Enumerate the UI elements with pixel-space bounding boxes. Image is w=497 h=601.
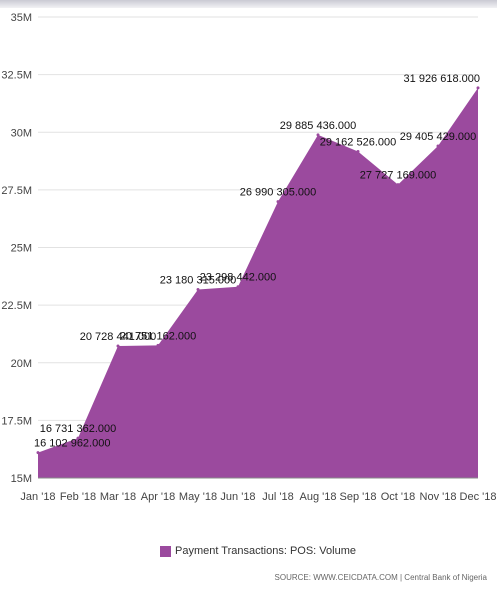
x-tick-label: Oct '18: [381, 491, 416, 503]
area-series: [38, 87, 478, 478]
x-tick-label: Mar '18: [100, 491, 136, 503]
y-tick-label: 15M: [11, 473, 32, 485]
data-label: 29 405 429.000: [400, 131, 476, 143]
x-tick-label: Nov '18: [420, 491, 457, 503]
y-tick-label: 25M: [11, 243, 32, 255]
y-tick-label: 17.5M: [1, 415, 32, 427]
data-label: 16 731 362.000: [40, 423, 116, 435]
x-tick-label: Jan '18: [20, 491, 55, 503]
data-point: [276, 200, 280, 204]
data-label: 23 180 315.000: [160, 274, 236, 286]
data-label: 16 102 962.000: [34, 438, 110, 450]
data-label: 26 990 305.000: [240, 187, 316, 199]
data-point: [436, 144, 440, 148]
data-label: 29 162 526.000: [320, 137, 396, 149]
data-point: [76, 436, 80, 440]
y-tick-label: 22.5M: [1, 300, 32, 312]
data-point: [316, 133, 320, 137]
data-point: [196, 287, 200, 291]
data-point: [476, 86, 480, 90]
y-tick-label: 27.5M: [1, 185, 32, 197]
x-tick-label: Dec '18: [460, 491, 497, 503]
source-note: SOURCE: WWW.CEICDATA.COM | Central Bank …: [274, 573, 487, 582]
x-tick-label: Feb '18: [60, 491, 96, 503]
top-band: [0, 0, 497, 8]
x-tick-label: Jul '18: [262, 491, 293, 503]
data-label: 27 727 169.000: [360, 170, 436, 182]
data-label: 20 751 162.000: [120, 330, 196, 342]
data-label: 20 728 441.000: [80, 331, 156, 343]
y-tick-label: 20M: [11, 358, 32, 370]
y-tick-label: 30M: [11, 127, 32, 139]
data-label: 23 298 442.000: [200, 272, 276, 284]
x-tick-label: Jun '18: [220, 491, 255, 503]
data-point: [36, 451, 40, 455]
data-point: [236, 285, 240, 289]
y-tick-label: 35M: [11, 12, 32, 24]
x-tick-label: May '18: [179, 491, 217, 503]
data-label: 29 885 436.000: [280, 120, 356, 132]
legend-swatch: [160, 545, 171, 557]
data-label: 31 926 618.000: [404, 73, 480, 85]
x-tick-label: Aug '18: [300, 491, 337, 503]
data-point: [356, 150, 360, 154]
y-tick-label: 32.5M: [1, 70, 32, 82]
pos-volume-area-chart: 15M 17.5M 20M 22.5M 25M 27.5M 30M 32.5M 35M Jan '…: [1, 12, 497, 503]
data-point: [396, 183, 400, 187]
chart-legend[interactable]: Payment Transactions: POS: Volume: [160, 545, 356, 557]
x-tick-label: Apr '18: [141, 491, 176, 503]
data-point: [156, 343, 160, 347]
legend-label: Payment Transactions: POS: Volume: [175, 545, 356, 557]
x-tick-label: Sep '18: [340, 491, 377, 503]
data-point: [116, 344, 120, 348]
